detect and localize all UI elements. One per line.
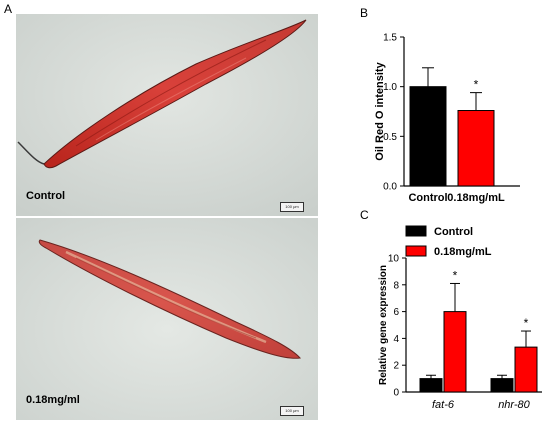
b-bar <box>457 110 495 187</box>
micrograph-control-label: Control <box>26 190 66 202</box>
b-y-tick-label: 1.0 <box>383 82 397 93</box>
worm-control-image <box>16 14 318 216</box>
b-y-tick-label: 0.0 <box>383 182 397 193</box>
worm-treated-image <box>16 218 318 420</box>
b-significance-mark: * <box>474 78 479 92</box>
b-bar <box>409 86 447 187</box>
b-y-tick-label: 1.5 <box>383 33 397 44</box>
panel-letter-b: B <box>360 6 369 20</box>
micrograph-treated: 0.18mg/ml 100 μm <box>16 218 318 420</box>
b-x-tick-label: Control <box>408 192 447 204</box>
scale-bar-bottom: 100 μm <box>280 406 304 416</box>
scale-bar-top: 100 μm <box>280 202 304 212</box>
micrograph-control: Control 100 μm <box>16 14 318 216</box>
b-y-tick-label: 0.5 <box>383 132 397 143</box>
panel-letter-a: A <box>4 2 13 16</box>
b-y-axis-label: Oil Red O intensity <box>374 61 386 160</box>
micrograph-treated-label: 0.18mg/ml <box>26 394 80 406</box>
panel-letter-c: C <box>360 208 369 222</box>
b-x-tick-label: 0.18mg/mL <box>447 192 505 204</box>
